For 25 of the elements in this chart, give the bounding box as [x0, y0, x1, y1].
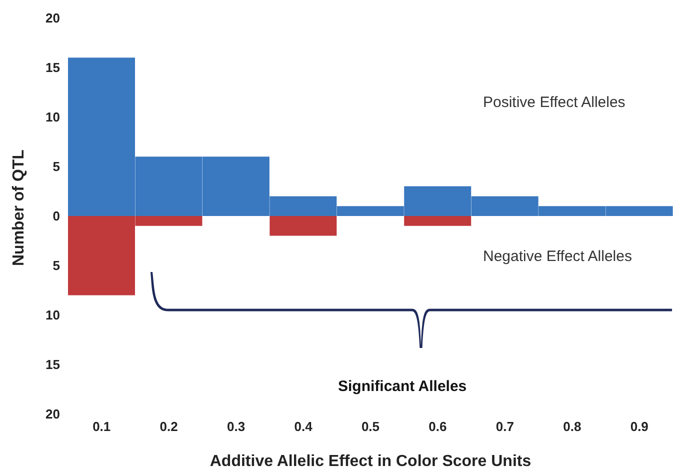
y-axis-title: Number of QTL [10, 149, 28, 266]
x-tick-label: 0.4 [294, 419, 314, 434]
x-tick-label: 0.9 [630, 419, 648, 434]
y-tick-label: 10 [46, 308, 60, 323]
annotation: Positive Effect Alleles [483, 94, 626, 111]
bar [270, 216, 337, 236]
x-axis-title: Additive Allelic Effect in Color Score Units [210, 453, 532, 470]
annotation: Significant Alleles [338, 378, 467, 395]
x-tick-label: 0.1 [92, 419, 111, 434]
x-tick-label: 0.8 [563, 419, 582, 434]
y-tick-label: 5 [52, 258, 60, 274]
y-tick-label: 15 [46, 60, 60, 76]
x-tick-label: 0.3 [227, 419, 246, 434]
y-tick-label: 20 [46, 10, 60, 26]
x-tick-label: 0.2 [160, 419, 178, 434]
y-tick-label: 0 [52, 208, 60, 224]
annotation: Negative Effect Alleles [483, 248, 632, 265]
y-tick-label: 15 [46, 357, 60, 372]
y-tick-label: 20 [46, 406, 60, 422]
bar [404, 216, 472, 226]
x-tick-label: 0.5 [361, 419, 380, 434]
x-tick-label: 0.7 [496, 419, 514, 434]
y-tick-label: 10 [46, 110, 60, 125]
x-tick-label: 0.6 [428, 419, 447, 434]
y-tick-label: 5 [52, 159, 60, 174]
